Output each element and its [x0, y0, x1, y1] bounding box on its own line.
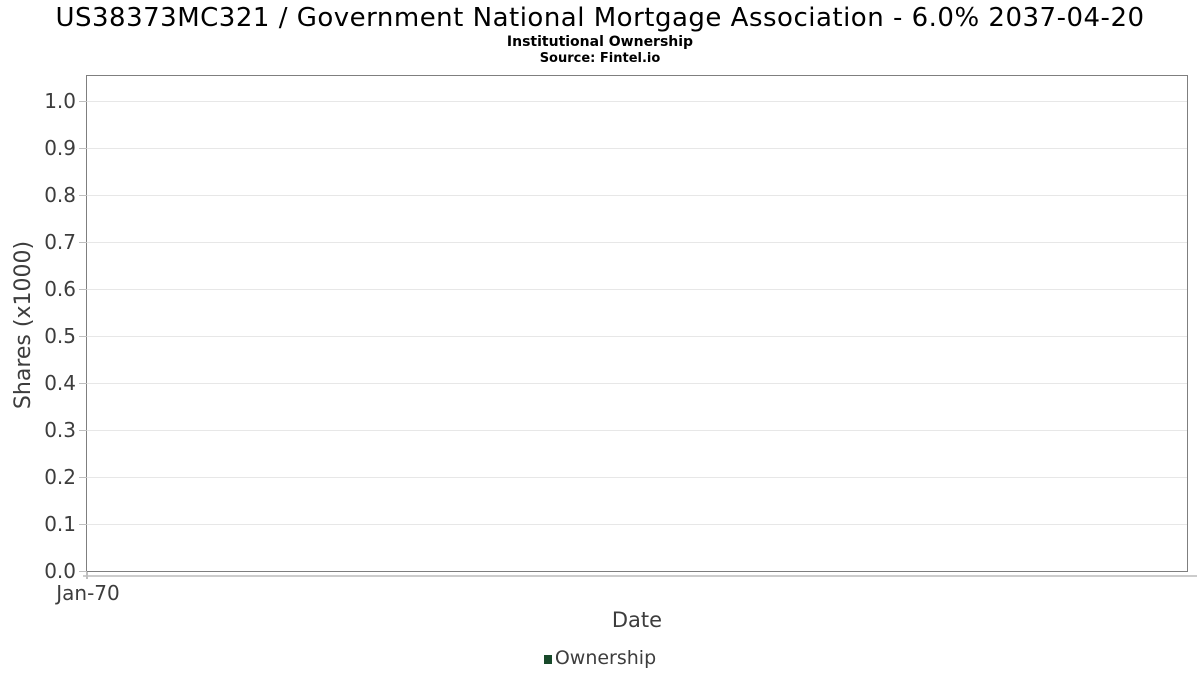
y-tick-mark — [79, 570, 87, 572]
gridline — [87, 429, 1187, 431]
y-axis-title: Shares (x1000) — [11, 240, 36, 410]
x-tick-mark — [86, 572, 88, 579]
y-tick-mark — [79, 100, 87, 102]
gridline — [87, 288, 1187, 290]
y-tick-mark — [79, 335, 87, 337]
y-tick-label: 0.7 — [44, 229, 76, 254]
gridline — [87, 100, 1187, 102]
gridline — [87, 241, 1187, 243]
y-tick-label: 1.0 — [44, 88, 76, 113]
chart-title: US38373MC321 / Government National Mortg… — [55, 3, 1145, 33]
legend-swatch-ownership — [543, 654, 552, 664]
y-tick-mark — [79, 241, 87, 243]
gridline — [87, 382, 1187, 384]
y-tick-mark — [79, 476, 87, 478]
gridline — [87, 523, 1187, 525]
gridline — [87, 147, 1187, 149]
y-tick-label: 0.6 — [44, 276, 76, 301]
chart-subtitle: Institutional Ownership — [506, 34, 694, 50]
y-tick-label: 0.2 — [44, 464, 76, 489]
gridline — [87, 194, 1187, 196]
y-tick-label: 0.5 — [44, 323, 76, 348]
legend-label-ownership: Ownership — [554, 647, 657, 669]
y-tick-label: 0.3 — [44, 417, 76, 442]
y-tick-label: 0.9 — [44, 135, 76, 160]
y-tick-mark — [79, 429, 87, 431]
y-tick-mark — [79, 288, 87, 290]
gridline — [87, 476, 1187, 478]
y-tick-label: 0.4 — [44, 370, 76, 395]
y-tick-mark — [79, 523, 87, 525]
y-tick-label: 0.1 — [44, 511, 76, 536]
chart-source: Source: Fintel.io — [539, 51, 661, 66]
legend: Ownership — [0, 645, 1200, 671]
gridline — [87, 335, 1187, 337]
y-tick-mark — [79, 147, 87, 149]
x-axis-line — [83, 575, 1197, 577]
plot-area — [86, 75, 1188, 572]
y-tick-mark — [79, 194, 87, 196]
x-tick-label: Jan-70 — [56, 581, 120, 605]
y-tick-mark — [79, 382, 87, 384]
y-tick-label: 0.8 — [44, 182, 76, 207]
x-axis-title: Date — [611, 608, 663, 632]
y-tick-label: 0.0 — [44, 558, 76, 583]
